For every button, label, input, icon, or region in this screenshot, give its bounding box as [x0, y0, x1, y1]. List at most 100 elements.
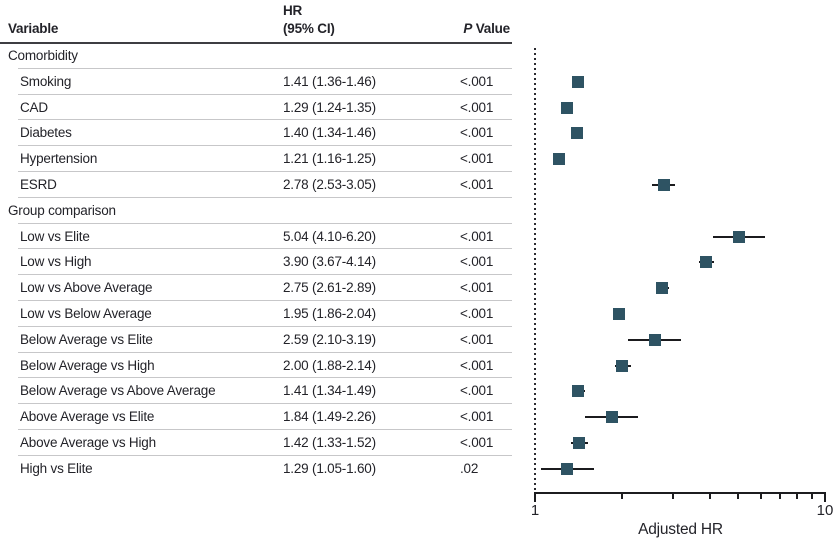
p-value: <.001: [460, 306, 494, 321]
p-value: <.001: [460, 177, 494, 192]
x-axis-title: Adjusted HR: [638, 521, 723, 538]
variable-label: Below Average vs Above Average: [20, 383, 216, 399]
forest-marker: [656, 282, 669, 295]
forest-marker: [573, 436, 586, 449]
table-row: Below Average vs High 2.00 (1.88-2.14) <.0…: [0, 353, 512, 379]
variable-label: Low vs Elite: [20, 228, 90, 244]
column-header-hr: HR: [283, 3, 303, 18]
table-row: Smoking 1.41 (1.36-1.46) <.001: [0, 69, 512, 95]
x-axis-tick: [621, 494, 624, 499]
row-separator: [18, 170, 512, 172]
column-header-variable: Variable: [8, 21, 59, 36]
table-row: Low vs High 3.90 (3.67-4.14) <.001: [0, 249, 512, 276]
forest-marker: [700, 256, 713, 269]
reference-line: [534, 48, 536, 493]
row-separator: [18, 196, 512, 198]
variable-label: Low vs Below Average: [20, 306, 152, 321]
table-section-row: Group comparison: [0, 198, 512, 224]
p-value-rest: Value: [472, 21, 510, 36]
p-value: <.001: [460, 151, 494, 167]
variable-label: Comorbidity: [8, 48, 78, 63]
variable-label: Group comparison: [8, 202, 116, 218]
variable-label: Below Average vs Elite: [20, 331, 153, 347]
row-separator: [18, 274, 512, 276]
row-separator: [18, 145, 512, 147]
variable-label: ESRD: [20, 177, 57, 192]
forest-marker: [571, 127, 584, 140]
row-separator: [18, 93, 512, 95]
p-value: <.001: [460, 228, 494, 244]
x-axis-tick: [795, 494, 798, 499]
forest-marker: [572, 385, 585, 398]
p-value: <.001: [460, 99, 494, 115]
variable-label: Above Average vs High: [20, 435, 156, 450]
hr-ci-value: 1.40 (1.34-1.46): [283, 125, 376, 141]
hr-ci-value: 1.29 (1.05-1.60): [283, 460, 376, 476]
table-row: Above Average vs Elite 1.84 (1.49-2.26) <.…: [0, 404, 512, 430]
table-row: ESRD 2.78 (2.53-3.05) <.001: [0, 172, 512, 198]
table-row: Hypertension 1.21 (1.16-1.25) <.001: [0, 146, 512, 172]
variable-label: High vs Elite: [20, 460, 93, 476]
forest-marker: [613, 307, 626, 320]
table-row: Below Average vs Above Average 1.41 (1.34…: [0, 378, 512, 405]
p-value: <.001: [460, 125, 494, 141]
row-separator: [18, 454, 512, 456]
table-row: Below Average vs Elite 2.59 (2.10-3.19) <.…: [0, 327, 512, 353]
variable-label: Low vs High: [20, 254, 92, 270]
x-axis-tick-label: 10: [816, 502, 834, 519]
table-row: Diabetes 1.40 (1.34-1.46) <.001: [0, 120, 512, 147]
x-axis-tick: [759, 494, 762, 499]
hr-ci-value: 1.41 (1.34-1.49): [283, 383, 376, 399]
variable-label: Above Average vs Elite: [20, 409, 155, 425]
forest-marker: [561, 101, 574, 114]
table-row: Above Average vs High 1.42 (1.33-1.52) <.0…: [0, 430, 512, 456]
p-value: <.001: [460, 357, 494, 373]
hr-ci-value: 3.90 (3.67-4.14): [283, 254, 376, 270]
table-row: Low vs Below Average 1.95 (1.86-2.04) <.00…: [0, 301, 512, 327]
forest-marker: [605, 411, 618, 424]
table-row: High vs Elite 1.29 (1.05-1.60) .02: [0, 456, 512, 482]
p-value: <.001: [460, 383, 494, 399]
table-row: Low vs Above Average 2.75 (2.61-2.89) <.00…: [0, 275, 512, 301]
row-separator: [18, 325, 512, 327]
variable-label: Smoking: [20, 73, 72, 89]
row-separator: [18, 377, 512, 379]
variable-label: Hypertension: [20, 151, 98, 167]
hr-ci-value: 1.95 (1.86-2.04): [283, 306, 376, 321]
x-axis-tick: [672, 494, 675, 499]
hr-ci-value: 1.21 (1.16-1.25): [283, 151, 376, 167]
row-separator: [18, 248, 512, 250]
table-header-rule: [0, 42, 512, 44]
x-axis-tick: [708, 494, 711, 499]
x-axis-tick: [534, 494, 536, 502]
row-separator: [18, 299, 512, 301]
hr-ci-value: 2.59 (2.10-3.19): [283, 331, 376, 347]
row-separator: [18, 428, 512, 430]
forest-marker: [732, 230, 745, 243]
variable-label: Below Average vs High: [20, 357, 155, 373]
column-header-p-value: P Value: [380, 21, 510, 36]
forest-marker: [648, 333, 661, 346]
p-value: <.001: [460, 280, 494, 296]
p-value-italic-p: P: [463, 21, 473, 36]
forest-marker: [561, 462, 574, 475]
p-value: <.001: [460, 331, 494, 347]
x-axis-tick-label: 1: [530, 502, 540, 519]
hr-ci-value: 1.42 (1.33-1.52): [283, 435, 376, 450]
hr-ci-value: 1.29 (1.24-1.35): [283, 99, 376, 115]
p-value: <.001: [460, 254, 494, 270]
x-axis-line: [534, 492, 826, 494]
row-separator: [18, 222, 512, 224]
row-separator: [18, 67, 512, 69]
hr-ci-value: 2.00 (1.88-2.14): [283, 357, 376, 373]
p-value: <.001: [460, 73, 494, 89]
row-separator: [18, 403, 512, 405]
hr-ci-value: 5.04 (4.10-6.20): [283, 228, 376, 244]
hr-ci-value: 2.78 (2.53-3.05): [283, 177, 376, 192]
variable-label: CAD: [20, 99, 48, 115]
table-row: Low vs Elite 5.04 (4.10-6.20) <.001: [0, 224, 512, 250]
column-header-hr-ci: (95% CI): [283, 21, 335, 36]
hr-ci-value: 2.75 (2.61-2.89): [283, 280, 376, 296]
forest-marker: [572, 75, 585, 88]
